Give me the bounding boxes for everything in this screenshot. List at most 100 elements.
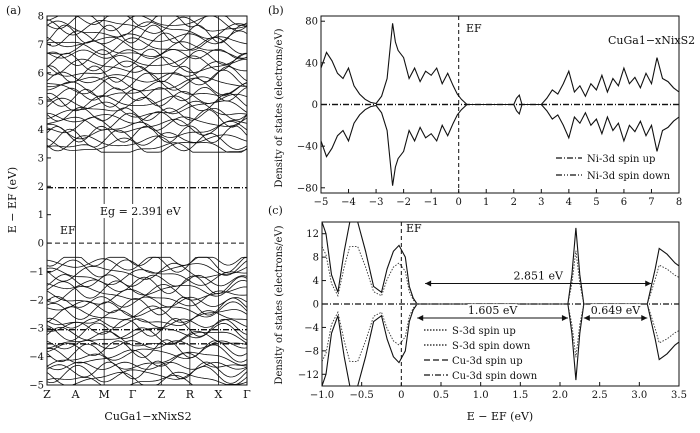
k-point-label: A [71,388,81,401]
panel-c-y-tick-label: 4 [313,276,319,287]
panel-c-y-tick-label: −8 [304,346,319,357]
panel-b-x-tick-label: 3 [538,197,544,208]
legend-entry: Ni-3d spin down [587,171,671,182]
band-line [46,92,248,112]
band-line [46,360,248,380]
band-line [46,339,248,359]
band-line [46,86,248,102]
panel-c-annotations: 2.851 eV 1.605 eV 0.649 eV [417,269,652,322]
band-line [46,76,248,96]
panel-c-y-ticks: −12 −8 −4 0 4 8 12 [298,229,326,381]
panel-c-xlabel: E − EF (eV) [467,410,533,423]
band-line [46,72,248,91]
band-line [46,279,248,299]
band-line [46,128,248,148]
panel-b-x-tick-label: 7 [648,197,654,208]
panel-c-s-dos-spin-down [321,250,680,362]
annotation-label-background [467,304,518,317]
band-line [46,322,248,341]
panel-c-frame [321,221,680,387]
panel-b-x-tick-label: 4 [566,197,572,208]
band-line [46,142,248,153]
panel-b-ylabel: Density of states (electrons/eV) [274,28,285,187]
panel-b-fermi-label: EF [466,22,482,35]
panel-c-y-tick-label: −12 [298,370,319,381]
panel-b-y-tick-label: 0 [312,100,318,111]
panel-c-x-tick-label: 2.5 [592,390,608,401]
band-line [46,259,248,278]
panel-c-x-tick-label: 1.0 [473,390,489,401]
band-line [46,262,248,282]
panel-c-total-dos [321,221,680,381]
panel-a-y-tick-label: 5 [38,97,44,108]
panel-b-title: CuGa1−xNixS2 [608,34,695,47]
panel-b-x-tick-label: 1 [483,197,489,208]
panel-a-label: (a) [6,4,21,17]
band-line [46,361,248,371]
panel-c-label: (c) [268,204,283,217]
band-line [46,80,248,98]
band-line [46,16,248,36]
panel-c-fermi-label: EF [406,222,422,235]
panel-b-x-tick-label: −3 [369,197,384,208]
annotation-label: 1.605 eV [468,304,518,317]
band-line [46,283,248,303]
band-line [46,317,248,329]
band-line [46,107,248,122]
band-line [46,256,248,274]
band-line [46,295,248,308]
panel-c-s-dos [321,246,680,358]
panel-a-y-tick-label: −4 [29,352,44,363]
legend-entry: Ni-3d spin up [587,154,655,165]
panel-b-x-tick-label: −4 [341,197,356,208]
panel-b-legend: Ni-3d spin up Ni-3d spin down [556,154,671,182]
band-line [46,364,248,384]
panel-b-x-tick-label: −5 [314,197,329,208]
band-line [46,56,247,76]
panel-a-y-tick-label: 4 [38,125,44,136]
k-point-label: R [186,388,195,401]
panel-b-x-tick-label: 5 [593,197,599,208]
panel-a-fermi-label: EF [60,224,76,237]
panel-c-x-tick-label: −0.5 [350,390,374,401]
band-line [46,109,248,128]
panel-c-x-tick-label: 3.0 [631,390,647,401]
k-point-label: Γ [129,388,137,401]
panel-c-total-dos-spin-down [321,227,680,387]
panel-b-x-tick-label: 0 [456,197,462,208]
band-line [46,120,248,140]
panel-c-x-tick-label: 1.5 [512,390,528,401]
panel-c-y-tick-label: 12 [306,229,319,240]
panel-c-y-tick-label: −4 [304,323,319,334]
panel-a-flat-bands [47,187,247,345]
panel-c-y-tick-label: 8 [313,253,319,264]
band-line [46,48,248,68]
band-line [46,24,248,44]
panel-c-x-tick-label: 0 [398,390,404,401]
panel-a-y-tick-label: 0 [38,239,44,250]
band-line [46,347,248,367]
panel-c-legend: S-3d spin up S-3d spin down Cu-3d spin up C… [424,326,538,382]
panel-b-frame [320,15,680,194]
band-line [46,32,248,51]
band-line [46,309,248,327]
panel-a-frame [46,15,248,386]
panel-a-y-tick-label: −5 [29,381,44,392]
panel-c-x-tick-label: 3.5 [671,390,687,401]
panel-a-gap-label: Eg = 2.391 eV [100,205,182,218]
panel-b-x-tick-label: 8 [676,197,682,208]
band-line [46,116,248,136]
band-line [46,267,248,286]
panel-b-x-tick-label: 6 [621,197,627,208]
k-point-label: Γ [243,388,251,401]
band-line [46,274,248,288]
band-line [46,88,248,108]
annotation-label: 0.649 eV [591,304,641,317]
panel-c-y-tick-label: 0 [313,300,319,311]
panel-a-y-tick-label: −1 [29,267,44,278]
panel-a-y-tick-label: 1 [38,210,44,221]
panel-c-ylabel: Density of states (electrons/eV) [274,225,285,384]
panel-a-y-tick-label: 6 [38,68,44,79]
panel-c-x-tick-label: −1.0 [310,390,334,401]
